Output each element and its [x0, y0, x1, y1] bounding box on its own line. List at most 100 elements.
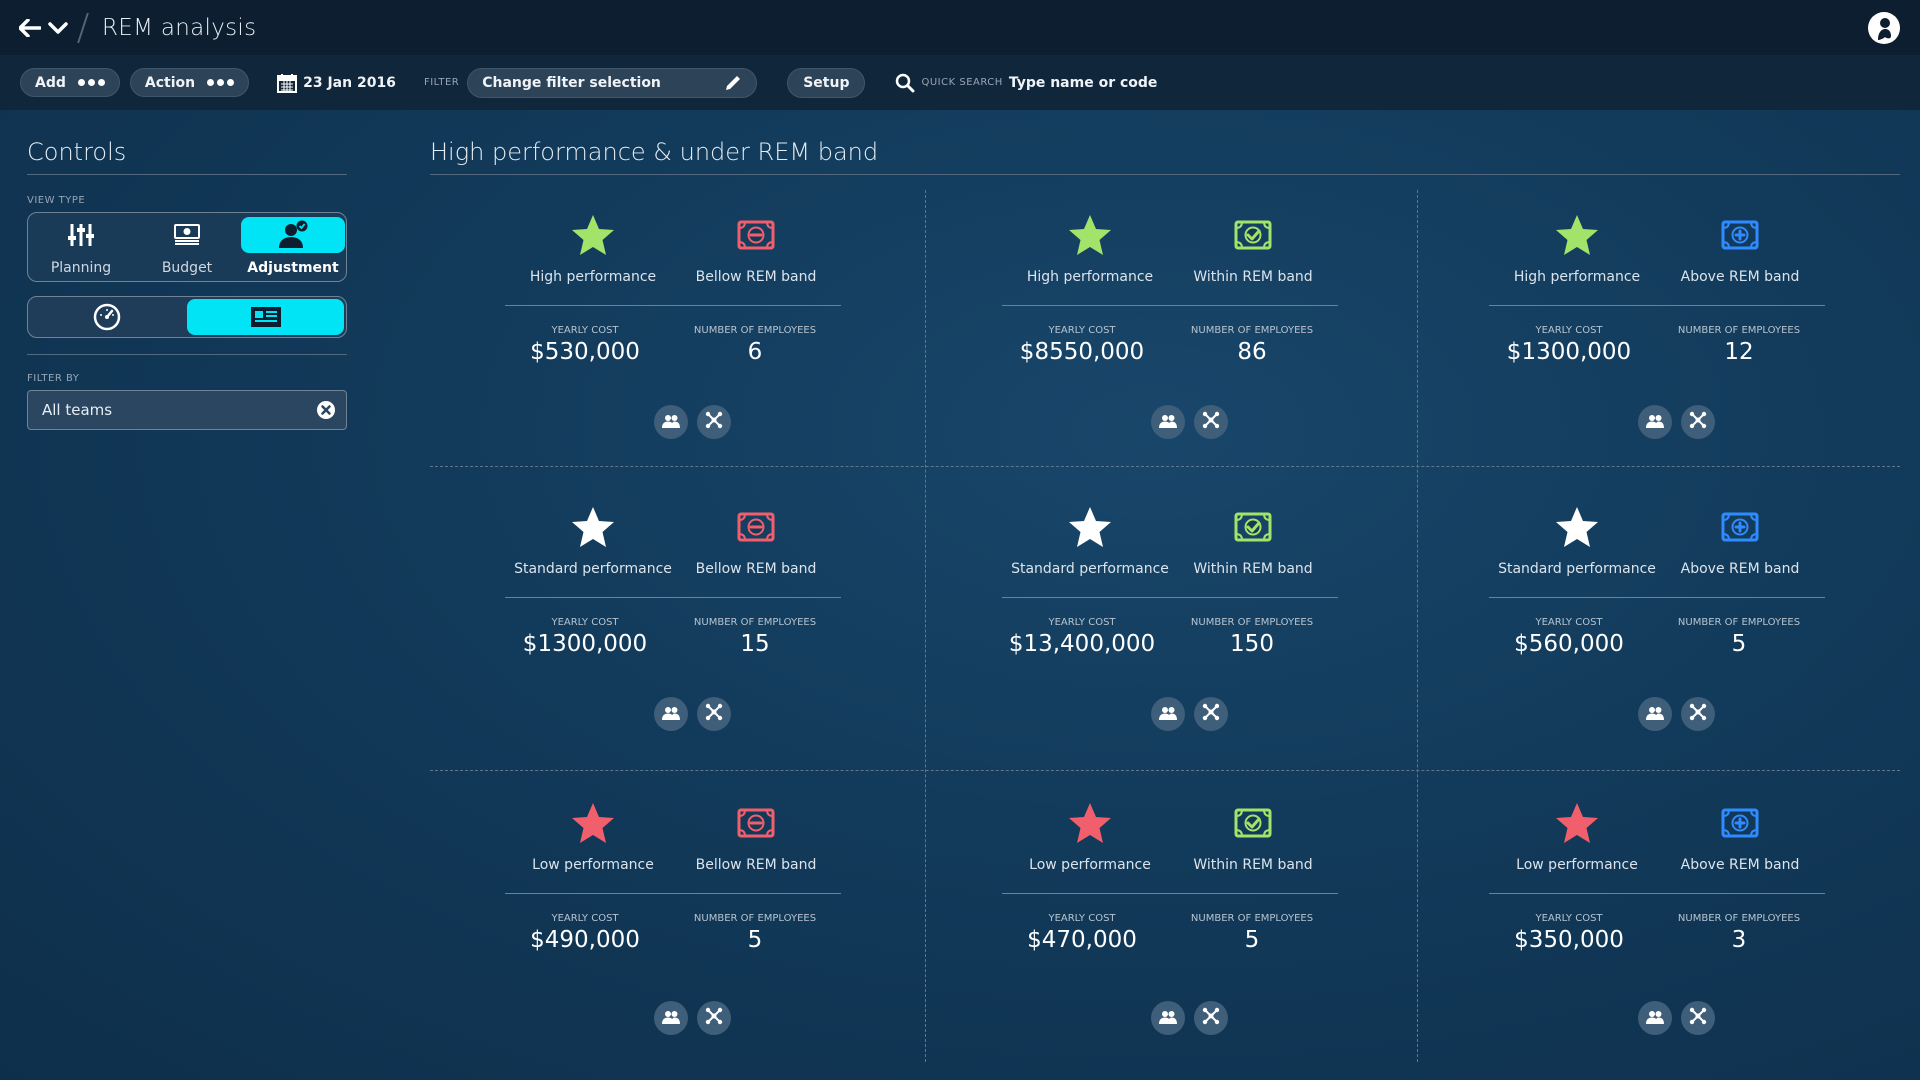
star-icon	[563, 798, 623, 848]
filter-label: FILTER	[423, 77, 460, 88]
employee-count-value: 12	[1724, 339, 1754, 365]
cell-icons	[1414, 778, 1904, 888]
quick-search-label: QUICK SEARCH	[921, 77, 1003, 88]
grid-divider-vertical	[1417, 190, 1418, 1062]
filter-selector[interactable]: Change filter selection	[467, 67, 758, 98]
network-button[interactable]	[697, 405, 731, 439]
user-avatar-icon[interactable]	[1868, 12, 1900, 44]
network-button[interactable]	[697, 1001, 731, 1035]
yearly-cost-value: $490,000	[530, 927, 640, 953]
star-icon	[1060, 502, 1120, 552]
team-button[interactable]	[654, 1001, 688, 1035]
performance-label: Standard performance	[514, 561, 672, 577]
action-button[interactable]: Action	[129, 68, 250, 97]
team-button[interactable]	[1638, 1001, 1672, 1035]
yearly-cost-value: $530,000	[530, 339, 640, 365]
team-icon	[1646, 705, 1664, 724]
money-icon	[1223, 798, 1283, 848]
money-icon	[1710, 502, 1770, 552]
display-mode-selector	[27, 296, 347, 338]
view-type-label: VIEW TYPE	[27, 195, 86, 206]
employee-count-label: NUMBER OF EMPLOYEES	[1677, 617, 1801, 628]
network-button[interactable]	[1194, 1001, 1228, 1035]
network-button[interactable]	[1681, 1001, 1715, 1035]
more-dots-icon	[207, 79, 235, 86]
filter-value: Change filter selection	[482, 74, 661, 91]
band-label: Above REM band	[1680, 269, 1800, 285]
main-content: High performance & under REM band	[430, 138, 1900, 175]
team-button[interactable]	[1151, 697, 1185, 731]
employee-count-value: 5	[747, 927, 763, 953]
network-icon	[1688, 1006, 1708, 1030]
controls-title: Controls	[27, 138, 347, 175]
employee-count-value: 3	[1731, 927, 1747, 953]
controls-panel: Controls VIEW TYPE Planning Budget Adjus…	[27, 138, 347, 430]
band-label: Bellow REM band	[695, 857, 817, 873]
chevron-down-icon[interactable]	[44, 14, 72, 42]
team-button[interactable]	[654, 405, 688, 439]
cell-divider	[505, 305, 841, 306]
network-button[interactable]	[1681, 697, 1715, 731]
team-button[interactable]	[1151, 405, 1185, 439]
grid-divider-horizontal	[430, 466, 1900, 467]
view-type-budget[interactable]: Budget	[134, 213, 240, 281]
grid-divider-vertical	[925, 190, 926, 1062]
money-icon	[1223, 502, 1283, 552]
employee-count-value: 86	[1237, 339, 1267, 365]
star-icon	[1060, 210, 1120, 260]
network-button[interactable]	[697, 697, 731, 731]
team-filter-field[interactable]: All teams	[27, 390, 347, 430]
band-label: Above REM band	[1680, 857, 1800, 873]
view-type-adjustment[interactable]: Adjustment	[240, 213, 346, 281]
add-button[interactable]: Add	[20, 68, 120, 97]
view-type-planning[interactable]: Planning	[28, 213, 134, 281]
performance-label: Low performance	[532, 857, 654, 873]
network-icon	[704, 702, 724, 726]
network-button[interactable]	[1194, 405, 1228, 439]
network-icon	[1201, 702, 1221, 726]
yearly-cost-value: $350,000	[1514, 927, 1624, 953]
quick-search[interactable]: QUICK SEARCH Type name or code	[895, 73, 1157, 93]
network-icon	[704, 1006, 724, 1030]
money-icon	[726, 798, 786, 848]
yearly-cost-label: YEARLY COST	[551, 617, 619, 628]
performance-label: High performance	[1513, 269, 1641, 285]
performance-label: High performance	[1026, 269, 1154, 285]
team-button[interactable]	[1638, 405, 1672, 439]
employee-count-label: NUMBER OF EMPLOYEES	[1677, 913, 1801, 924]
network-button[interactable]	[1194, 697, 1228, 731]
display-mode-gauge[interactable]	[28, 297, 185, 337]
cell-divider	[1002, 597, 1338, 598]
setup-button[interactable]: Setup	[787, 67, 866, 98]
employee-count-label: NUMBER OF EMPLOYEES	[1190, 617, 1314, 628]
yearly-cost-label: YEARLY COST	[551, 325, 619, 336]
view-type-label-adjustment: Adjustment	[247, 260, 339, 276]
team-button[interactable]	[1638, 697, 1672, 731]
clear-icon[interactable]	[316, 400, 336, 420]
display-mode-cards[interactable]	[187, 299, 344, 335]
star-icon	[1547, 798, 1607, 848]
yearly-cost-label: YEARLY COST	[1535, 325, 1603, 336]
performance-label: Standard performance	[1011, 561, 1169, 577]
band-label: Bellow REM band	[695, 269, 817, 285]
cell-divider	[505, 893, 841, 894]
date-picker[interactable]: 23 Jan 2016	[277, 73, 396, 93]
yearly-cost-label: YEARLY COST	[1048, 617, 1116, 628]
back-arrow-icon[interactable]	[16, 14, 44, 42]
cell-divider	[1002, 305, 1338, 306]
team-button[interactable]	[654, 697, 688, 731]
team-icon	[1646, 1009, 1664, 1028]
filter-by-label: FILTER BY	[27, 373, 80, 384]
yearly-cost-label: YEARLY COST	[1535, 617, 1603, 628]
network-icon	[1201, 1006, 1221, 1030]
cell-divider	[1489, 305, 1825, 306]
network-button[interactable]	[1681, 405, 1715, 439]
section-heading: High performance & under REM band	[430, 138, 1900, 175]
team-button[interactable]	[1151, 1001, 1185, 1035]
employee-count-label: NUMBER OF EMPLOYEES	[693, 617, 817, 628]
calendar-icon	[277, 73, 298, 93]
employee-count-value: 5	[1244, 927, 1260, 953]
quick-search-input[interactable]: Type name or code	[1008, 74, 1158, 91]
cell-icons	[430, 778, 920, 888]
cell-icons	[1414, 482, 1904, 592]
